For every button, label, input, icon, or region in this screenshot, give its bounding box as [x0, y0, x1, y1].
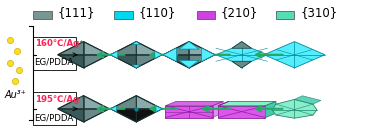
FancyBboxPatch shape	[114, 11, 133, 19]
Polygon shape	[110, 106, 116, 112]
Polygon shape	[265, 101, 276, 117]
Polygon shape	[218, 101, 229, 106]
Polygon shape	[84, 96, 109, 109]
Polygon shape	[218, 101, 276, 106]
Polygon shape	[232, 61, 251, 68]
Polygon shape	[132, 65, 141, 68]
Text: 160℃/Ag⁺: 160℃/Ag⁺	[35, 39, 84, 48]
Polygon shape	[110, 55, 136, 68]
Polygon shape	[110, 42, 136, 55]
Polygon shape	[166, 106, 212, 117]
Text: EG/PDDA: EG/PDDA	[35, 113, 74, 122]
Polygon shape	[216, 42, 268, 68]
Polygon shape	[201, 48, 215, 62]
Polygon shape	[58, 42, 84, 55]
Polygon shape	[58, 96, 84, 109]
Polygon shape	[294, 96, 321, 104]
Polygon shape	[163, 55, 189, 68]
Polygon shape	[179, 42, 199, 49]
Text: {111}: {111}	[57, 6, 94, 19]
Polygon shape	[189, 42, 215, 55]
Polygon shape	[110, 51, 118, 58]
Polygon shape	[155, 51, 162, 58]
Text: Au³⁺: Au³⁺	[5, 90, 26, 100]
Polygon shape	[179, 60, 199, 68]
Polygon shape	[156, 106, 162, 112]
Polygon shape	[58, 55, 84, 68]
Polygon shape	[163, 48, 177, 62]
Polygon shape	[218, 106, 265, 117]
Polygon shape	[272, 99, 317, 118]
FancyBboxPatch shape	[197, 11, 215, 19]
Text: {110}: {110}	[138, 6, 175, 19]
Polygon shape	[84, 55, 109, 68]
Polygon shape	[84, 42, 109, 55]
Polygon shape	[136, 109, 162, 122]
Polygon shape	[110, 96, 136, 109]
Polygon shape	[189, 55, 215, 68]
Polygon shape	[264, 42, 325, 68]
Polygon shape	[110, 109, 136, 122]
Polygon shape	[136, 55, 162, 68]
Polygon shape	[132, 42, 141, 45]
FancyBboxPatch shape	[276, 11, 294, 19]
Polygon shape	[58, 109, 84, 122]
Polygon shape	[163, 42, 189, 55]
FancyBboxPatch shape	[33, 37, 76, 70]
FancyBboxPatch shape	[33, 11, 51, 19]
Polygon shape	[212, 101, 223, 117]
Text: 195℃/Ag⁺: 195℃/Ag⁺	[35, 95, 84, 104]
Text: EG/PDDA: EG/PDDA	[35, 58, 74, 67]
Polygon shape	[136, 96, 162, 109]
Polygon shape	[84, 109, 109, 122]
Text: {310}: {310}	[300, 6, 337, 19]
FancyBboxPatch shape	[33, 92, 76, 125]
Polygon shape	[136, 42, 162, 55]
Polygon shape	[166, 101, 223, 106]
Polygon shape	[232, 42, 251, 48]
Text: {210}: {210}	[221, 6, 259, 19]
